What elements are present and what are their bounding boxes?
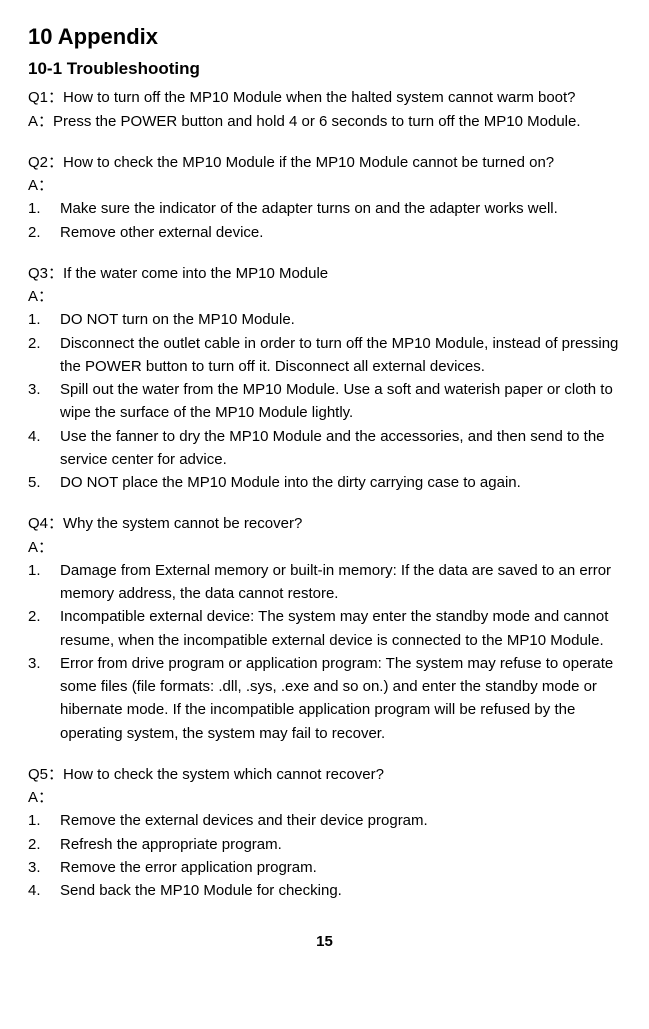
list-item: 3.Error from drive program or applicatio… — [28, 652, 621, 745]
list-text: Remove the error application program. — [60, 856, 621, 879]
list-text: Incompatible external device: The system… — [60, 605, 621, 652]
list-num: 3. — [28, 378, 60, 425]
list-text: Spill out the water from the MP10 Module… — [60, 378, 621, 425]
list-text: Damage from External memory or built-in … — [60, 559, 621, 606]
list-num: 1. — [28, 559, 60, 606]
list-item: 5.DO NOT place the MP10 Module into the … — [28, 471, 621, 494]
list-num: 4. — [28, 879, 60, 902]
q2-question: Q2：How to check the MP10 Module if the M… — [28, 151, 621, 174]
list-num: 2. — [28, 605, 60, 652]
list-item: 2.Remove other external device. — [28, 221, 621, 244]
list-item: 1.Make sure the indicator of the adapter… — [28, 197, 621, 220]
q3-answer-label: A： — [28, 285, 621, 308]
list-num: 2. — [28, 833, 60, 856]
list-text: DO NOT place the MP10 Module into the di… — [60, 471, 621, 494]
list-num: 2. — [28, 221, 60, 244]
q5-answer-label: A： — [28, 786, 621, 809]
list-item: 2.Refresh the appropriate program. — [28, 833, 621, 856]
list-text: Make sure the indicator of the adapter t… — [60, 197, 621, 220]
q2-answer-label: A： — [28, 174, 621, 197]
page-number: 15 — [28, 930, 621, 953]
list-num: 3. — [28, 856, 60, 879]
list-text: Use the fanner to dry the MP10 Module an… — [60, 425, 621, 472]
list-num: 5. — [28, 471, 60, 494]
appendix-heading: 10 Appendix — [28, 20, 621, 54]
q4-list: 1.Damage from External memory or built-i… — [28, 559, 621, 745]
q2-list: 1.Make sure the indicator of the adapter… — [28, 197, 621, 244]
q3-question: Q3：If the water come into the MP10 Modul… — [28, 262, 621, 285]
list-num: 1. — [28, 809, 60, 832]
q3-list: 1.DO NOT turn on the MP10 Module. 2.Disc… — [28, 308, 621, 494]
list-num: 1. — [28, 308, 60, 331]
list-text: Refresh the appropriate program. — [60, 833, 621, 856]
q5-list: 1.Remove the external devices and their … — [28, 809, 621, 902]
list-item: 4.Use the fanner to dry the MP10 Module … — [28, 425, 621, 472]
list-text: DO NOT turn on the MP10 Module. — [60, 308, 621, 331]
list-item: 1.Remove the external devices and their … — [28, 809, 621, 832]
list-text: Remove other external device. — [60, 221, 621, 244]
list-item: 3.Spill out the water from the MP10 Modu… — [28, 378, 621, 425]
q4-answer-label: A： — [28, 536, 621, 559]
list-text: Remove the external devices and their de… — [60, 809, 621, 832]
list-item: 2.Incompatible external device: The syst… — [28, 605, 621, 652]
list-text: Send back the MP10 Module for checking. — [60, 879, 621, 902]
list-item: 1.DO NOT turn on the MP10 Module. — [28, 308, 621, 331]
q4-question: Q4：Why the system cannot be recover? — [28, 512, 621, 535]
q1-question: Q1：How to turn off the MP10 Module when … — [28, 86, 621, 109]
list-num: 1. — [28, 197, 60, 220]
list-item: 1.Damage from External memory or built-i… — [28, 559, 621, 606]
list-item: 2.Disconnect the outlet cable in order t… — [28, 332, 621, 379]
list-num: 3. — [28, 652, 60, 745]
list-text: Error from drive program or application … — [60, 652, 621, 745]
list-item: 3.Remove the error application program. — [28, 856, 621, 879]
q5-question: Q5：How to check the system which cannot … — [28, 763, 621, 786]
list-num: 2. — [28, 332, 60, 379]
list-text: Disconnect the outlet cable in order to … — [60, 332, 621, 379]
troubleshooting-subheading: 10-1 Troubleshooting — [28, 56, 621, 82]
list-item: 4.Send back the MP10 Module for checking… — [28, 879, 621, 902]
q1-answer: A：Press the POWER button and hold 4 or 6… — [28, 110, 621, 133]
list-num: 4. — [28, 425, 60, 472]
